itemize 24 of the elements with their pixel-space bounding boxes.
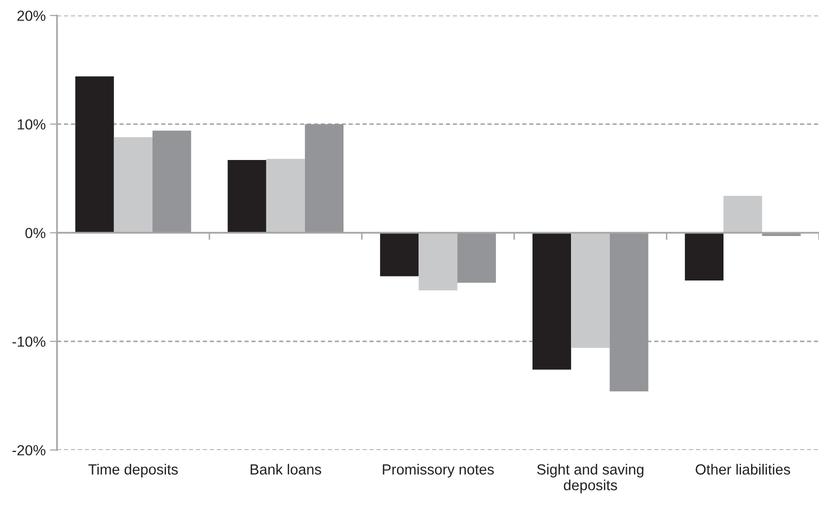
bar	[610, 232, 648, 392]
bar	[571, 232, 610, 348]
bar	[532, 232, 572, 370]
bar	[114, 137, 153, 233]
bar	[684, 232, 724, 281]
bar	[75, 76, 114, 233]
y-tick-label: -10%	[12, 336, 46, 347]
y-tick-label: -20%	[12, 445, 46, 456]
x-tick-label: Bank loans	[250, 464, 322, 475]
x-tick-label: Other liabilities	[696, 464, 790, 475]
y-tick-label: 20%	[17, 10, 46, 21]
y-tick-label: 10%	[18, 119, 46, 130]
x-tick-label: Promissory notes	[382, 464, 494, 478]
y-tick-label: 0%	[25, 228, 46, 238]
bar	[304, 124, 344, 233]
bar	[723, 196, 762, 233]
bar	[380, 232, 419, 276]
bar	[228, 160, 266, 233]
x-tick-label: Sight and saving deposits	[537, 464, 644, 494]
bar	[266, 158, 305, 233]
bar	[152, 130, 192, 233]
bar	[418, 232, 458, 290]
x-tick-label: Time deposits	[88, 464, 178, 478]
bar	[457, 232, 496, 283]
